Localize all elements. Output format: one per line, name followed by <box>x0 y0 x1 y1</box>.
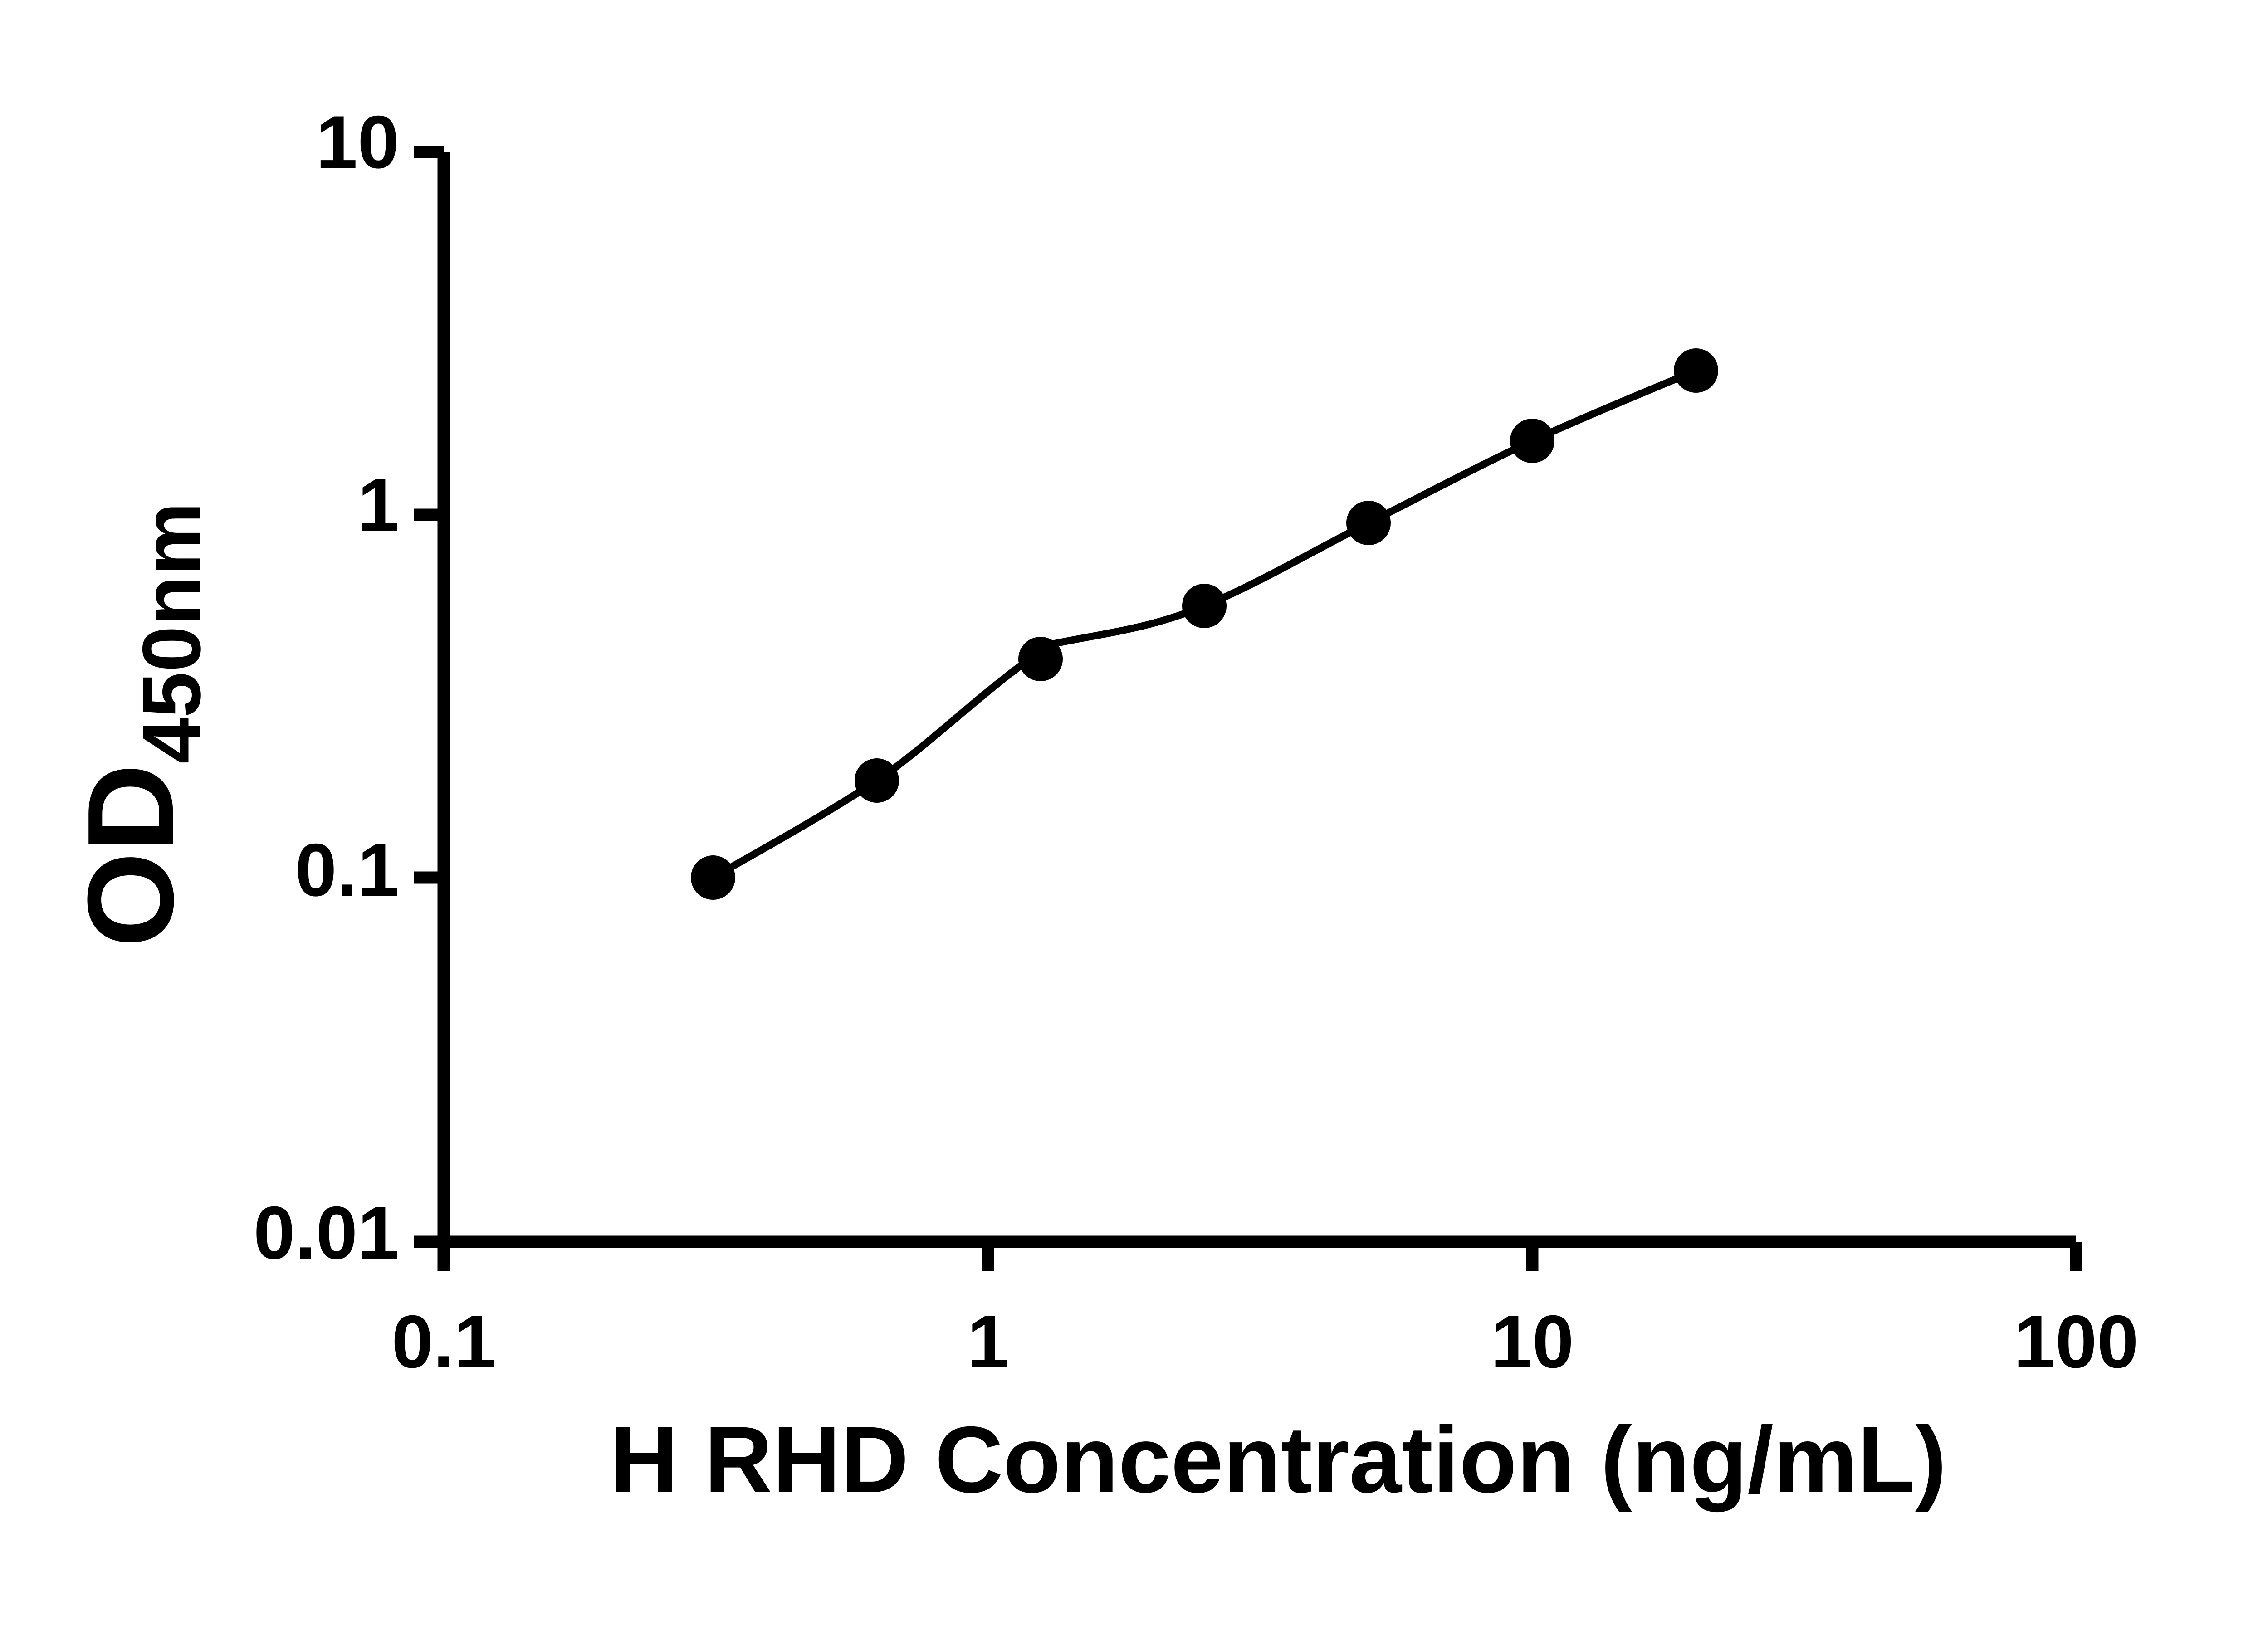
svg-text:0.01: 0.01 <box>254 1191 399 1274</box>
svg-text:0.1: 0.1 <box>391 1300 495 1383</box>
svg-text:H RHD Concentration (ng/mL): H RHD Concentration (ng/mL) <box>610 1407 1946 1513</box>
svg-text:100: 100 <box>2014 1300 2138 1383</box>
svg-text:0.1: 0.1 <box>295 828 399 912</box>
svg-text:10: 10 <box>1491 1300 1574 1383</box>
svg-text:1: 1 <box>357 463 399 547</box>
svg-text:1: 1 <box>967 1300 1009 1383</box>
svg-text:10: 10 <box>316 100 399 184</box>
